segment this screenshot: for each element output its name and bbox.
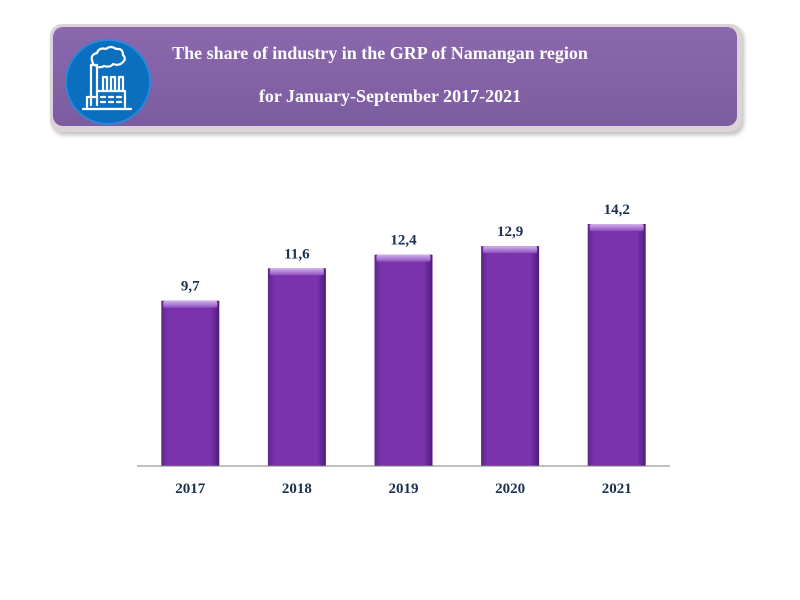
bar-2017: [161, 300, 220, 466]
bar-cap-2017: [163, 300, 218, 308]
bar-2020: [481, 246, 540, 466]
data-label-2021: 14,2: [604, 202, 630, 218]
bar-cap-2021: [589, 224, 644, 231]
bar-cap-2018: [269, 268, 324, 276]
bar-cap-2019: [376, 254, 431, 262]
x-tick-label-2018: 2018: [282, 481, 312, 497]
bar-2018: [267, 268, 326, 466]
bars-group: [161, 224, 646, 466]
x-tick-label-2019: 2019: [389, 481, 419, 497]
chart-title-line-1: The share of industry in the GRP of Nama…: [172, 43, 588, 63]
labels-group: 9,7 2017 11,6 2018 12,4 2019 12,9 2020 14,2 2021: [175, 202, 631, 497]
data-label-2020: 12,9: [497, 224, 523, 240]
title-banner-inner: The share of industry in the GRP of Nama…: [53, 27, 737, 126]
x-tick-label-2020: 2020: [495, 481, 525, 497]
bar-cap-2020: [483, 246, 538, 254]
factory-icon-graphic: [81, 45, 133, 111]
data-label-2018: 11,6: [284, 246, 310, 262]
bar-2019: [374, 254, 433, 466]
data-label-2017: 9,7: [181, 279, 200, 295]
factory-icon: [65, 39, 151, 125]
x-tick-label-2017: 2017: [175, 481, 206, 497]
data-label-2019: 12,4: [390, 233, 417, 249]
x-tick-label-2021: 2021: [602, 481, 632, 497]
title-banner: The share of industry in the GRP of Nama…: [50, 24, 742, 132]
bar-2021: [587, 224, 646, 466]
chart-title-line-2: for January-September 2017-2021: [258, 86, 522, 106]
